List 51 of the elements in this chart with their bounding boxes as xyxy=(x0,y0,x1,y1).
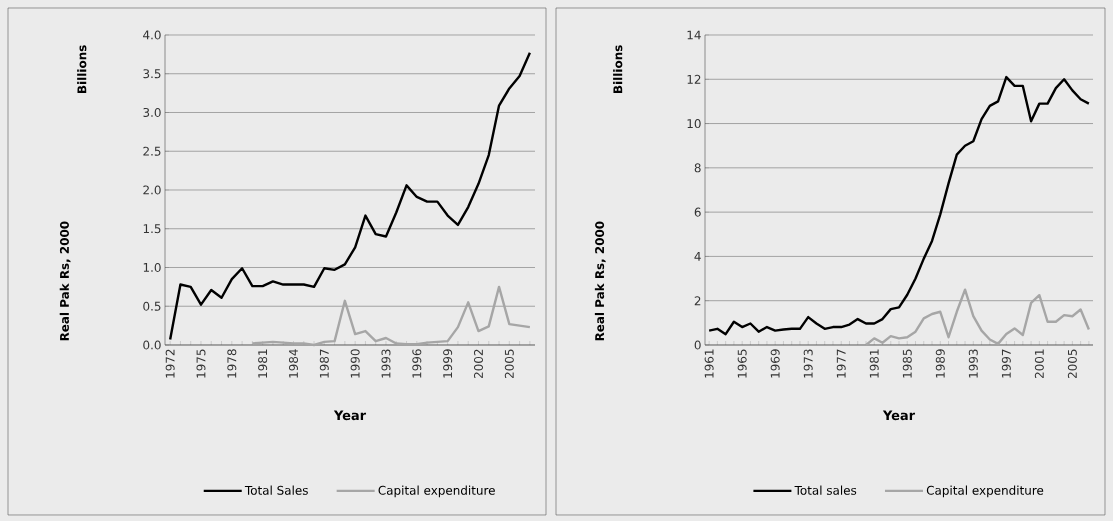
legend-label: Capital expenditure xyxy=(926,485,1044,498)
y-tick-label: 3.0 xyxy=(143,107,161,118)
y-tick-label: 1.0 xyxy=(143,262,161,273)
legend-label: Capital expenditure xyxy=(378,485,495,498)
x-tick-label: 1969 xyxy=(770,349,780,378)
x-tick-label: 1997 xyxy=(1001,349,1011,378)
x-tick-label: 1984 xyxy=(288,349,299,378)
x-axis-title: Year xyxy=(333,410,367,421)
text: Billions xyxy=(77,45,87,93)
legend-label: Total Sales xyxy=(244,485,308,495)
y-tick-label: 12 xyxy=(687,74,701,84)
y-tick-label: 14 xyxy=(687,30,701,40)
x-tick-label: 1996 xyxy=(412,349,422,378)
y-tick-label: 10 xyxy=(687,119,701,129)
y-tick-label: 0.0 xyxy=(143,340,161,350)
y-tick-label: 2.0 xyxy=(143,185,161,195)
y-tick-label: 2.5 xyxy=(143,146,161,156)
x-tick-label: 1981 xyxy=(869,349,879,378)
x-tick-label: 1977 xyxy=(836,349,846,378)
y-tick-label: 4.0 xyxy=(143,30,161,40)
y-tick-label: 2 xyxy=(694,296,701,306)
x-axis-title: Year xyxy=(882,410,916,421)
x-tick-label: 1989 xyxy=(935,349,945,378)
x-tick-label: 1993 xyxy=(381,349,391,378)
x-tick-label: 1990 xyxy=(350,349,360,378)
y-tick-label: 4 xyxy=(694,252,701,261)
x-tick-label: 1978 xyxy=(227,349,237,378)
y-tick-label: 3.5 xyxy=(143,69,161,79)
x-tick-label: 1972 xyxy=(165,349,175,378)
x-tick-label: 1975 xyxy=(196,349,206,378)
text: Billions xyxy=(613,45,623,93)
y-tick-label: 0.5 xyxy=(143,301,161,311)
legend-label: Total sales xyxy=(794,485,857,495)
y-tick-label: 0 xyxy=(694,340,701,350)
x-tick-label: 1973 xyxy=(803,349,813,378)
x-tick-label: 1965 xyxy=(737,349,747,378)
x-tick-label: 1981 xyxy=(258,349,268,378)
x-tick-label: 1985 xyxy=(902,349,912,378)
y-tick-label: 1.5 xyxy=(143,224,161,234)
y-tick-label: 8 xyxy=(694,163,701,173)
y-tick-label: 6 xyxy=(694,207,701,217)
y-axis-title: Real Pak Rs, 2000 xyxy=(594,221,606,341)
x-tick-label: 1961 xyxy=(704,349,714,378)
x-tick-label: 2001 xyxy=(1034,349,1044,379)
y-axis-title: Real Pak Rs, 2000 xyxy=(59,221,71,341)
x-tick-label: 2005 xyxy=(504,349,514,379)
x-tick-label: 2005 xyxy=(1067,349,1077,379)
x-tick-label: 1999 xyxy=(443,349,453,378)
x-tick-label: 1993 xyxy=(968,349,978,378)
x-tick-label: 1987 xyxy=(319,349,329,378)
x-tick-label: 2002 xyxy=(473,349,484,379)
